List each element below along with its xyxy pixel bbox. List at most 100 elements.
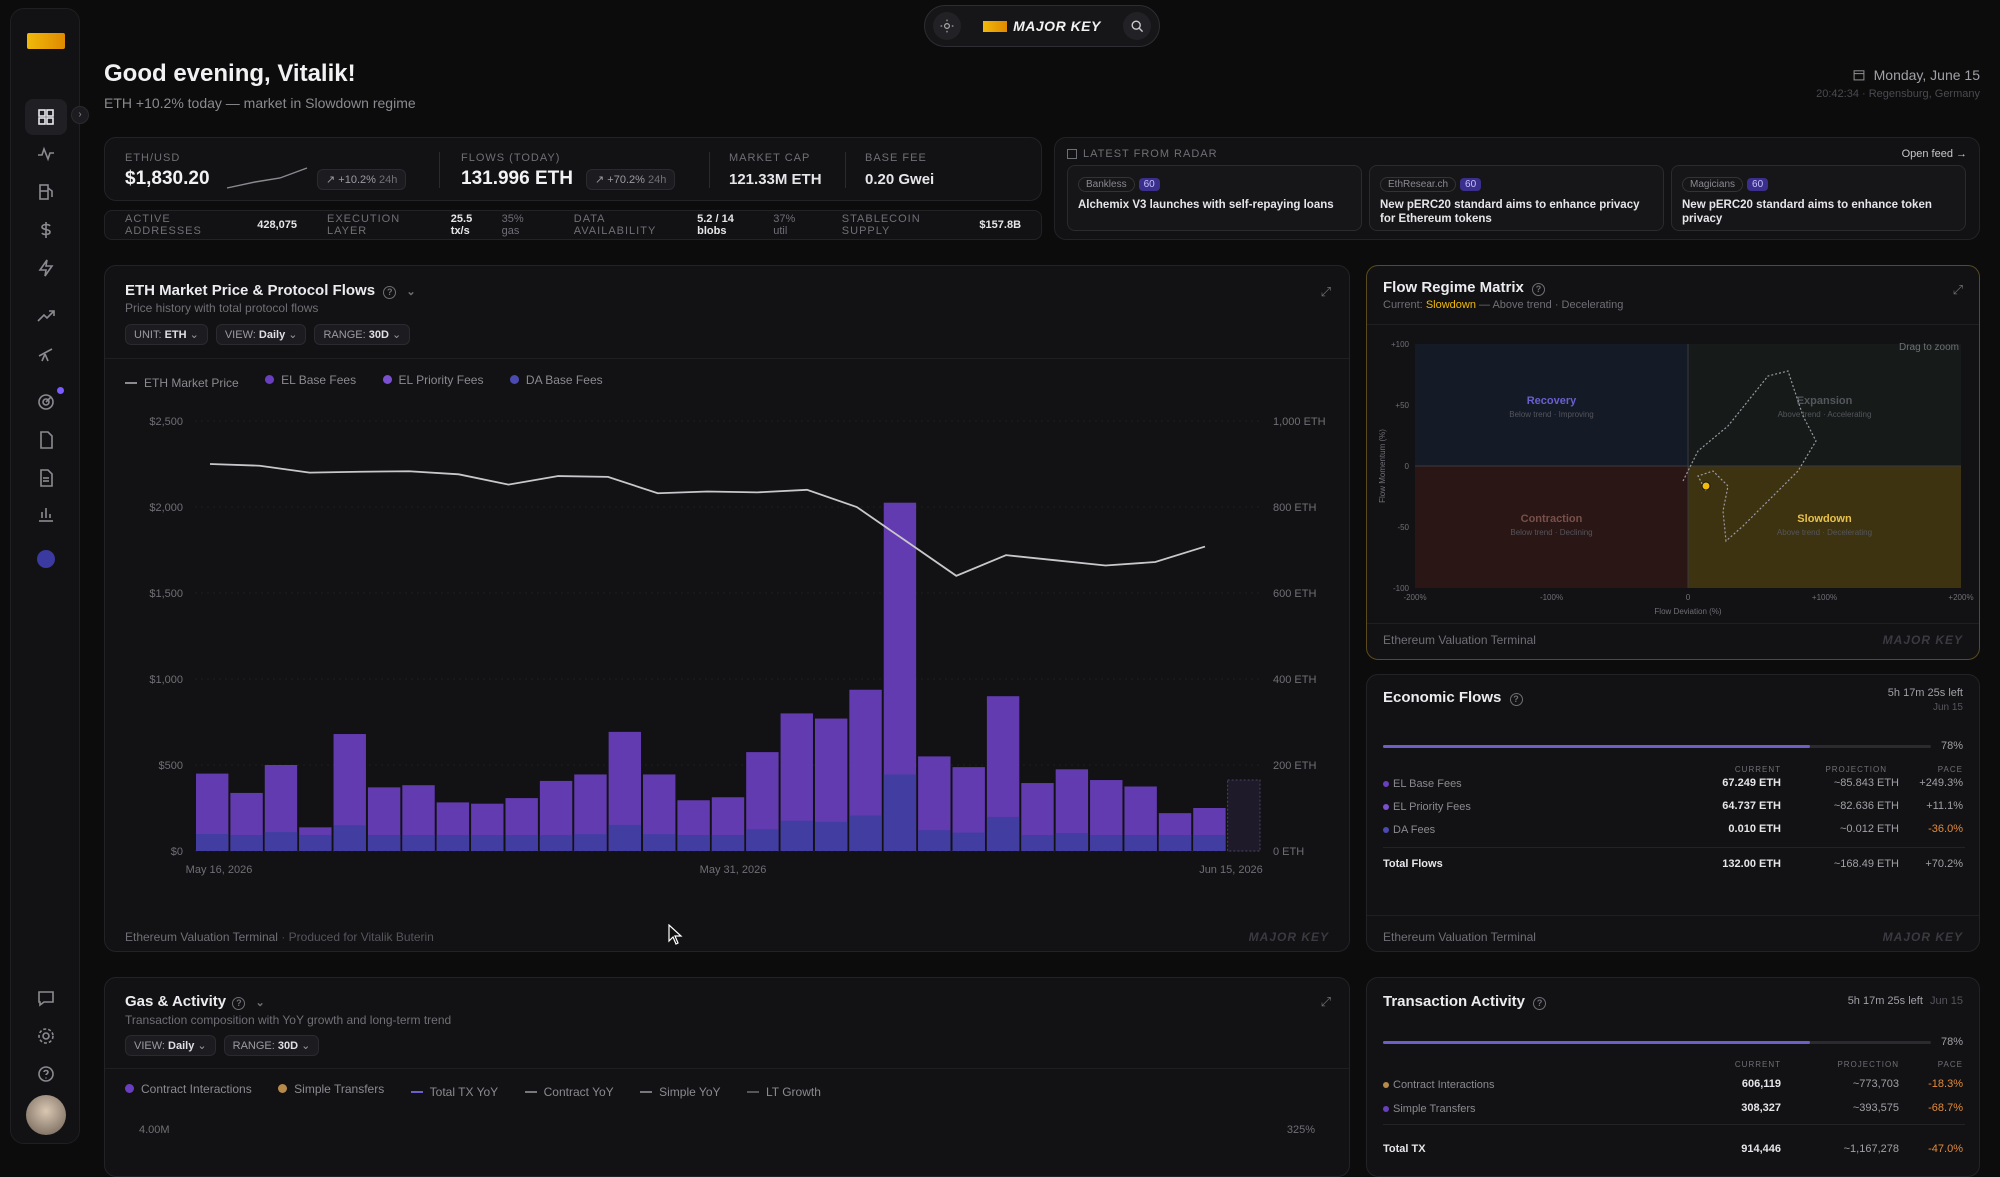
sidebar-item-revenue[interactable] xyxy=(31,215,61,245)
exec-label: EXECUTION LAYER xyxy=(326,213,401,237)
sidebar-item-flows[interactable] xyxy=(31,253,61,283)
legend-el-priority-fees[interactable]: EL Priority Fees xyxy=(382,373,483,387)
info-icon[interactable]: ? xyxy=(232,997,246,1010)
news-card-1[interactable]: Bankless 60 Alchemix V3 launches with sel… xyxy=(1067,165,1362,231)
flow-bar-base-segment xyxy=(1090,835,1123,851)
info-icon[interactable]: ? xyxy=(1509,693,1523,706)
total-current: 914,446 xyxy=(1741,1143,1781,1155)
view-selector[interactable]: VIEW: Daily ⌄ xyxy=(125,1035,216,1056)
legend-simple-yoy[interactable]: Simple YoY xyxy=(640,1085,721,1099)
flow-bar-base-segment xyxy=(539,835,573,851)
news-score: 60 xyxy=(1460,178,1482,191)
econ-card: Economic Flows ? 5h 17m 25s left Jun 15 … xyxy=(1366,674,1980,952)
time-location: 20:42:34 · Regensburg, Germany xyxy=(1816,88,1980,100)
radar-icon xyxy=(38,394,54,410)
sidebar-item-partner[interactable] xyxy=(37,550,55,568)
sidebar-item-documents[interactable] xyxy=(31,425,61,455)
total-projection: ~1,167,278 xyxy=(1843,1143,1899,1155)
gas-controls: VIEW: Daily ⌄ RANGE: 30D ⌄ xyxy=(125,1035,320,1056)
legend-da-base-fees[interactable]: DA Base Fees xyxy=(509,373,603,387)
sidebar-item-radar[interactable] xyxy=(31,387,61,417)
divider xyxy=(105,358,1349,359)
trend-up-icon: ↗ xyxy=(326,174,339,186)
view-selector[interactable]: VIEW: Daily ⌄ xyxy=(215,324,307,345)
tx-time-left: 5h 17m 25s left xyxy=(1847,995,1923,1007)
trend-up-icon xyxy=(37,310,55,322)
quadrant-description: Below trend · Declining xyxy=(1510,528,1592,537)
greeting: Good evening, Vitalik! xyxy=(104,60,356,87)
unit-selector[interactable]: UNIT: ETH ⌄ xyxy=(125,324,208,345)
main-chart-footer: Ethereum Valuation Terminal · Produced f… xyxy=(125,930,434,944)
user-avatar[interactable] xyxy=(26,1095,66,1135)
help-icon xyxy=(38,1066,54,1082)
open-feed-link[interactable]: Open feed → xyxy=(1901,148,1967,160)
divider xyxy=(1367,915,1979,916)
flow-bar-base-segment xyxy=(471,835,504,851)
econ-date: Jun 15 xyxy=(1932,702,1963,713)
y-right-tick-label: 0 ETH xyxy=(1273,846,1304,858)
sidebar-item-dashboard[interactable] xyxy=(25,99,67,135)
chevron-down-icon[interactable]: ⌄ xyxy=(255,997,265,1009)
mouse-cursor-icon xyxy=(668,924,683,945)
regime-card: Flow Regime Matrix ? Current: Slowdown —… xyxy=(1366,265,1980,660)
expand-button[interactable]: ⤢ xyxy=(1320,994,1331,1009)
legend-simple-transfers[interactable]: Simple Transfers xyxy=(278,1082,384,1096)
sidebar-item-help[interactable] xyxy=(31,1059,61,1089)
flows-label: FLOWS (TODAY) xyxy=(461,152,561,164)
sidebar-item-analytics[interactable] xyxy=(31,499,61,529)
range-value: 30D xyxy=(368,329,389,341)
legend-lt-growth[interactable]: LT Growth xyxy=(746,1085,821,1099)
econ-time-left: 5h 17m 25s left xyxy=(1887,687,1963,699)
sidebar-item-chat[interactable] xyxy=(31,983,61,1013)
sidebar-item-trends[interactable] xyxy=(31,301,61,331)
theme-toggle-button[interactable] xyxy=(933,12,961,40)
row-current: 0.010 ETH xyxy=(1728,823,1781,835)
range-selector[interactable]: RANGE: 30D ⌄ xyxy=(314,324,411,345)
sidebar-item-reports[interactable] xyxy=(31,463,61,493)
brand-watermark: MAJOR KEY xyxy=(1248,930,1329,944)
row-name: EL Base Fees xyxy=(1393,778,1462,790)
quadrant-contraction xyxy=(1415,466,1688,588)
legend-el-base-fees[interactable]: EL Base Fees xyxy=(265,373,356,387)
news-card-2[interactable]: EthResear.ch 60 New pERC20 standard aims … xyxy=(1369,165,1664,231)
sidebar-item-activity[interactable] xyxy=(31,139,61,169)
brand-logo-icon xyxy=(983,20,1008,32)
expand-button[interactable]: ⤢ xyxy=(1320,284,1331,299)
legend-contract-yoy[interactable]: Contract YoY xyxy=(524,1085,614,1099)
main-chart-plot[interactable]: $2,500 1,000 ETH $2,000 800 ETH $1,500 600 ET… xyxy=(105,406,1351,896)
legend-eth-price[interactable]: ETH Market Price xyxy=(125,376,239,390)
current-regime-point xyxy=(1701,481,1711,491)
quadrant-slowdown xyxy=(1688,466,1961,588)
expand-button[interactable]: ⤢ xyxy=(1952,282,1963,297)
news-card-3[interactable]: Magicians 60 New pERC20 standard aims to … xyxy=(1671,165,1966,231)
gas-y-right-top: 325% xyxy=(1286,1124,1315,1136)
info-icon[interactable]: ? xyxy=(1532,283,1546,296)
app-logo[interactable] xyxy=(27,33,65,49)
econ-row: EL Base Fees xyxy=(1383,778,1462,790)
info-icon[interactable]: ? xyxy=(383,286,397,299)
flow-bar-base-segment xyxy=(264,832,298,851)
info-icon[interactable]: ? xyxy=(1533,997,1547,1010)
sidebar-item-settings[interactable] xyxy=(31,1021,61,1051)
newspaper-icon xyxy=(1067,149,1077,159)
y-right-tick-label: 600 ETH xyxy=(1273,588,1316,600)
sidebar-item-signals[interactable] xyxy=(31,339,61,369)
search-button[interactable] xyxy=(1122,12,1151,40)
row-projection: ~82.636 ETH xyxy=(1833,800,1899,812)
y-left-tick-label: $1,000 xyxy=(149,674,183,686)
legend-label: ETH Market Price xyxy=(144,376,239,390)
chevron-down-icon[interactable]: ⌄ xyxy=(406,286,416,298)
dot-icon xyxy=(1383,781,1389,788)
range-selector[interactable]: RANGE: 30D ⌄ xyxy=(223,1035,320,1056)
fee-label: BASE FEE xyxy=(865,152,927,164)
current-label: Current: xyxy=(1383,299,1423,311)
sidebar-item-gas[interactable] xyxy=(31,177,61,207)
regime-plot[interactable]: Recovery Below trend · Improving Expansion… xyxy=(1367,326,1981,616)
legend-total-tx-yoy[interactable]: Total TX YoY xyxy=(410,1085,498,1099)
sidebar-collapse-toggle[interactable]: › xyxy=(71,106,89,124)
legend-contract-interactions[interactable]: Contract Interactions xyxy=(125,1082,252,1096)
legend-line-icon xyxy=(524,1091,537,1093)
y-left-tick-label: $0 xyxy=(171,846,183,858)
tx-row: Simple Transfers xyxy=(1383,1103,1476,1115)
range-label: RANGE: xyxy=(323,329,366,341)
